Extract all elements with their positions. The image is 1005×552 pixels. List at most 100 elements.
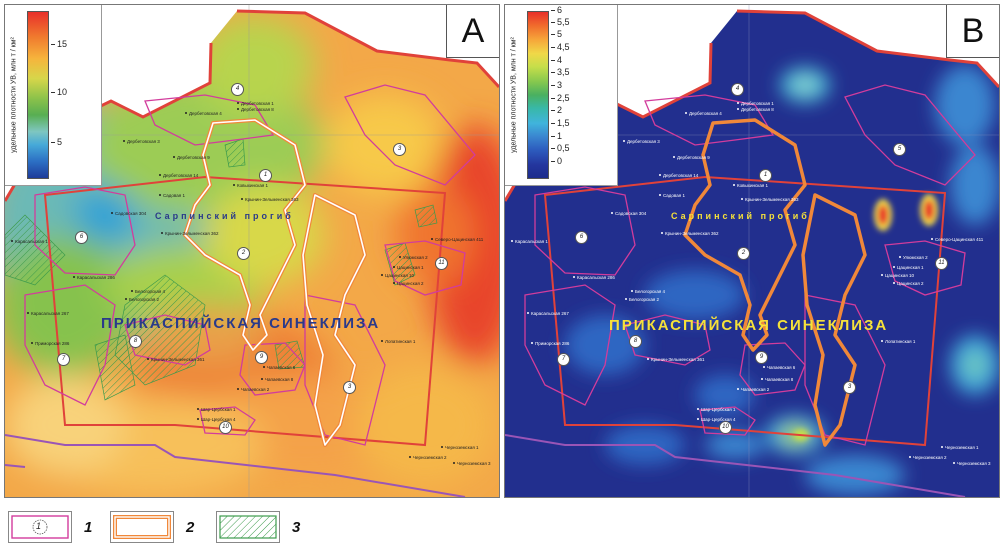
legend-item-hatched-area: 3 (216, 510, 300, 544)
zone-marker: 8 (629, 335, 642, 348)
well-label: Дербетовская 1 (737, 101, 774, 106)
well-label: Лопатинская 1 (880, 339, 916, 344)
well-label: Белогорская 4 (630, 289, 666, 294)
zone-marker: 2 (237, 247, 250, 260)
syneclise-label: ПРИКАСПИЙСКАЯ СИНЕКЛИЗА (609, 317, 889, 334)
well-label: Карасальская 267 (527, 311, 569, 316)
well-label: Черноземская 3 (953, 461, 991, 466)
well-label: Дербетовская 1 (237, 101, 274, 106)
zone-marker: 6 (75, 231, 88, 244)
well-label: Дербетовская 14 (658, 173, 699, 178)
well-label: Цацинская 2 (393, 281, 424, 286)
color-scale-tick: 1 (550, 131, 563, 141)
well-label: Шар-Цербская 1 (697, 407, 736, 412)
color-scale-tick: 0 (550, 156, 563, 166)
well-label: Дербетовская 9 (173, 155, 210, 160)
legend-item-double-outline: 2 (110, 510, 194, 544)
well-label: Садовская 304 (610, 211, 647, 216)
syneclise-label: ПРИКАСПИЙСКАЯ СИНЕКЛИЗА (101, 315, 381, 332)
well-label: Дербетовская 9 (673, 155, 710, 160)
well-label: Карасальская 267 (27, 311, 69, 316)
well-label: Ковыхинская 1 (732, 183, 769, 188)
well-label: Чапаевская 6 (762, 365, 796, 370)
well-label: Цацинская 1 (393, 265, 424, 270)
color-scale-tick: 5,5 (551, 17, 570, 27)
well-label: Дербетовская 8 (737, 107, 774, 112)
well-label: Шар-Цербская 4 (197, 417, 236, 422)
well-label: Чапаевская 2 (736, 387, 770, 392)
well-label: Белогорская 4 (130, 289, 166, 294)
zone-marker: 1 (759, 169, 772, 182)
zone-marker: 4 (231, 83, 244, 96)
well-label: Крынин-Зельменская 362 (160, 231, 219, 236)
zone-marker: 2 (737, 247, 750, 260)
color-scale-tick: 0,5 (551, 143, 570, 153)
well-label: Черноземская 2 (909, 455, 947, 460)
well-label: Шар-Цербская 1 (197, 407, 236, 412)
well-label: Улюмская 2 (399, 255, 428, 260)
map-panel-b: удельные плотности УВ, млн т / км² 6 5,5… (504, 4, 1000, 498)
well-label: Крынин-Зельменская 361 (146, 357, 205, 362)
zone-marker: 9 (255, 351, 268, 364)
color-scale-tick: 5 (550, 29, 563, 39)
color-scale-tick: 4 (550, 55, 563, 65)
well-label: Дербетовская 3 (623, 139, 660, 144)
panel-letter: A (446, 5, 499, 58)
well-label: Карасальская 1 (11, 239, 48, 244)
zone-marker: 7 (557, 353, 570, 366)
well-label: Приморская 286 (30, 341, 70, 346)
color-scale-bar (27, 11, 49, 179)
zone-outline-swatch: 1 (8, 511, 72, 543)
zone-marker: 11 (935, 257, 948, 270)
color-scale-tick: 2,5 (551, 93, 570, 103)
color-scale-legend: удельные плотности УВ, млн т / км² 6 5,5… (505, 5, 618, 186)
well-label: Белогорская 2 (124, 297, 160, 302)
well-label: Садовская 304 (110, 211, 147, 216)
zone-marker: 3 (843, 381, 856, 394)
zone-marker: 10 (719, 421, 732, 434)
zone-marker: 6 (575, 231, 588, 244)
color-scale-bar (527, 11, 549, 179)
zone-marker: 11 (435, 257, 448, 270)
well-label: Дербетовская 14 (158, 173, 199, 178)
well-label: Черноземская 1 (441, 445, 479, 450)
zone-marker: 5 (893, 143, 906, 156)
hatched-area-swatch (216, 511, 280, 543)
well-label: Карасальская 286 (73, 275, 115, 280)
trough-label: Сарпинский прогиб (155, 211, 294, 221)
well-label: Дербетовская 4 (685, 111, 722, 116)
panel-letter: B (946, 5, 999, 58)
well-label: Чапаевская 2 (236, 387, 270, 392)
well-label: Дербетовская 4 (185, 111, 222, 116)
well-label: Крынин-Зельменская 363 (240, 197, 299, 202)
zone-marker: 10 (219, 421, 232, 434)
well-label: Карасальская 1 (511, 239, 548, 244)
zone-marker: 7 (57, 353, 70, 366)
color-scale-tick: 6 (550, 5, 563, 15)
zone-marker: 9 (755, 351, 768, 364)
trough-label: Сарпинский прогиб (671, 211, 810, 221)
well-label: Улюмская 2 (899, 255, 928, 260)
color-scale-tick: 15 (50, 39, 68, 49)
color-scale-tick: 3,5 (551, 67, 570, 77)
zone-marker: 3 (393, 143, 406, 156)
color-scale-tick: 10 (50, 87, 68, 97)
legend-number: 2 (186, 518, 195, 536)
well-label: Дербетовская 3 (123, 139, 160, 144)
well-label: Чапаевская 6 (262, 365, 296, 370)
well-label: Садовая 1 (159, 193, 185, 198)
well-label: Цацинская 10 (880, 273, 915, 278)
heatmap-a (5, 5, 499, 497)
well-label: Крынин-Зельменская 361 (646, 357, 705, 362)
double-outline-swatch (110, 511, 174, 543)
zone-marker: 8 (129, 335, 142, 348)
well-label: Крынин-Зельменская 363 (740, 197, 799, 202)
well-label: Северо-Цацинская 411 (430, 237, 484, 242)
color-scale-tick: 1,5 (551, 118, 570, 128)
color-scale-tick: 2 (550, 105, 563, 115)
color-scale-axis-label: удельные плотности УВ, млн т / км² (510, 37, 518, 153)
well-label: Приморская 286 (530, 341, 570, 346)
well-label: Черноземская 1 (941, 445, 979, 450)
well-label: Садовая 1 (659, 193, 685, 198)
well-label: Цацинская 10 (380, 273, 415, 278)
